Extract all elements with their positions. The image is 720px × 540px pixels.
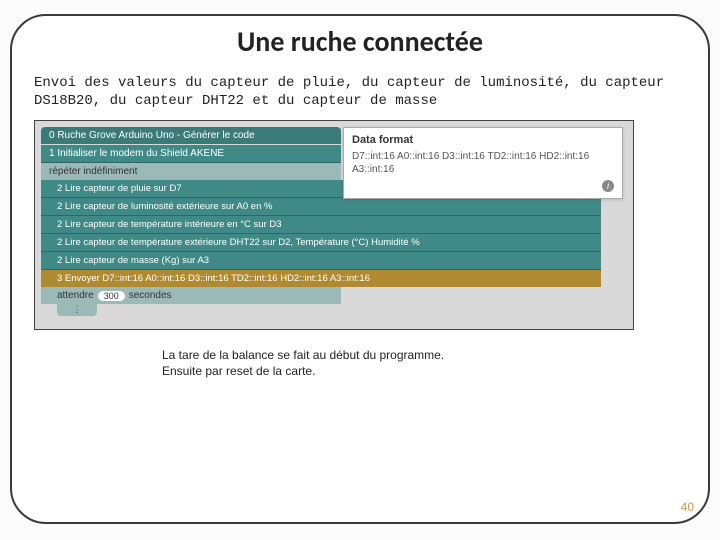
page-number: 40 (681, 500, 694, 514)
sensor-block-temp-out: 2 Lire capteur de température extérieure… (41, 234, 601, 252)
wait-suffix: secondes (129, 290, 172, 301)
data-format-panel: Data format D7::int:16 A0::int:16 D3::in… (343, 127, 623, 199)
data-format-title: Data format (352, 134, 614, 146)
wait-block: attendre 300 secondes (41, 287, 341, 304)
end-stub: ⋮ (57, 304, 97, 316)
sensor-block-mass: 2 Lire capteur de masse (Kg) sur A3 (41, 252, 601, 270)
wait-prefix: attendre (57, 290, 94, 301)
note-line-2: Ensuite par reset de la carte. (162, 364, 708, 380)
sensor-block-light: 2 Lire capteur de luminosité extérieure … (41, 198, 601, 216)
init-block: 1 Initialiser le modem du Shield AKENE (41, 145, 341, 163)
note-line-1: La tare de la balance se fait au début d… (162, 348, 708, 364)
send-block: 3 Envoyer D7::int:16 A0::int:16 D3::int:… (41, 270, 601, 287)
bottom-note: La tare de la balance se fait au début d… (162, 348, 708, 379)
info-icon: i (602, 180, 614, 192)
data-format-body: D7::int:16 A0::int:16 D3::int:16 TD2::in… (352, 150, 614, 176)
sensor-block-temp-in: 2 Lire capteur de température intérieure… (41, 216, 601, 234)
slide-title: Une ruche connectée (12, 24, 708, 59)
wait-value: 300 (98, 291, 125, 301)
description-text: Envoi des valeurs du capteur de pluie, d… (34, 75, 686, 110)
repeat-block: répéter indéfiniment (41, 163, 341, 180)
header-block: 0 Ruche Grove Arduino Uno - Générer le c… (41, 127, 341, 144)
block-workspace: 0 Ruche Grove Arduino Uno - Générer le c… (34, 120, 634, 330)
slide-frame: Une ruche connectée Envoi des valeurs du… (10, 14, 710, 524)
